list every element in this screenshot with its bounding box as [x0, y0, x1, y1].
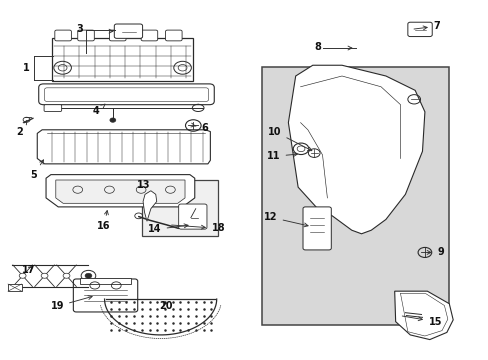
Bar [52, 39, 193, 81]
FancyBboxPatch shape [78, 30, 94, 41]
FancyBboxPatch shape [114, 24, 142, 39]
Polygon shape [46, 175, 194, 207]
FancyBboxPatch shape [44, 105, 61, 112]
FancyBboxPatch shape [55, 30, 71, 41]
Polygon shape [37, 130, 210, 164]
Text: 3: 3 [77, 24, 83, 34]
FancyBboxPatch shape [44, 88, 208, 102]
Text: 10: 10 [267, 127, 311, 150]
Polygon shape [143, 191, 157, 221]
Polygon shape [56, 180, 184, 203]
Text: 5: 5 [30, 160, 43, 180]
FancyBboxPatch shape [178, 204, 206, 229]
Text: 4: 4 [93, 104, 105, 116]
Text: 18: 18 [171, 224, 225, 233]
FancyBboxPatch shape [39, 84, 214, 105]
Text: 16: 16 [97, 211, 111, 231]
Bar [8, 284, 21, 291]
Text: 7: 7 [413, 21, 440, 31]
Bar [80, 278, 131, 284]
Circle shape [41, 273, 48, 278]
FancyBboxPatch shape [407, 22, 431, 37]
Text: 2: 2 [16, 121, 27, 136]
FancyBboxPatch shape [141, 30, 158, 41]
Text: 6: 6 [190, 123, 208, 133]
FancyBboxPatch shape [165, 30, 182, 41]
Text: 19: 19 [50, 296, 92, 311]
FancyBboxPatch shape [303, 207, 330, 250]
Text: 9: 9 [426, 247, 444, 257]
Circle shape [63, 273, 70, 278]
Text: 14: 14 [148, 224, 188, 234]
Text: 12: 12 [264, 212, 307, 227]
Text: 8: 8 [314, 42, 321, 51]
Polygon shape [394, 291, 452, 339]
Text: 1: 1 [22, 63, 29, 73]
FancyBboxPatch shape [73, 279, 138, 312]
Text: 11: 11 [266, 151, 297, 161]
Text: 17: 17 [22, 265, 36, 275]
Text: 13: 13 [137, 180, 150, 190]
Circle shape [85, 273, 92, 278]
Polygon shape [288, 65, 424, 234]
Text: 20: 20 [160, 301, 173, 311]
FancyBboxPatch shape [109, 30, 126, 41]
Circle shape [19, 273, 26, 278]
Text: 15: 15 [402, 316, 442, 327]
Circle shape [110, 118, 116, 122]
Bar [261, 67, 448, 325]
Bar [142, 180, 217, 235]
